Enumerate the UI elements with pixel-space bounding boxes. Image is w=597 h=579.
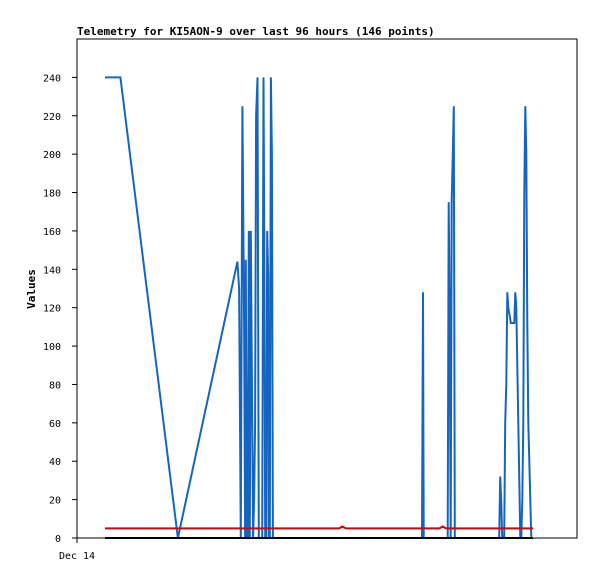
chart-title: Telemetry for KI5AON-9 over last 96 hour… <box>77 25 435 38</box>
y-tick-label: 120 <box>43 304 61 315</box>
y-tick-label: 140 <box>43 265 61 276</box>
x-axis-ticks: Dec 14 <box>59 538 95 562</box>
x-tick-label: Dec 14 <box>59 551 95 562</box>
y-tick-label: 60 <box>49 419 61 430</box>
plot-frame <box>76 38 578 539</box>
y-tick-label: 40 <box>49 457 61 468</box>
y-tick-label: 200 <box>43 150 61 161</box>
y-tick-label: 0 <box>55 534 61 545</box>
y-tick-label: 180 <box>43 189 61 200</box>
y-tick-label: 80 <box>49 380 61 391</box>
series-line-1 <box>105 76 533 539</box>
y-axis-label: Values <box>25 269 38 309</box>
y-axis-ticks: 0 20 40 60 80 100 120 140 160 180 200 220 240 <box>43 73 77 545</box>
y-tick-label: 220 <box>43 112 61 123</box>
series-line-2 <box>105 525 533 530</box>
series-layer <box>105 76 533 539</box>
y-tick-label: 20 <box>49 496 61 507</box>
y-tick-label: 240 <box>43 73 61 84</box>
y-tick-label: 160 <box>43 227 61 238</box>
y-tick-label: 100 <box>43 342 61 353</box>
